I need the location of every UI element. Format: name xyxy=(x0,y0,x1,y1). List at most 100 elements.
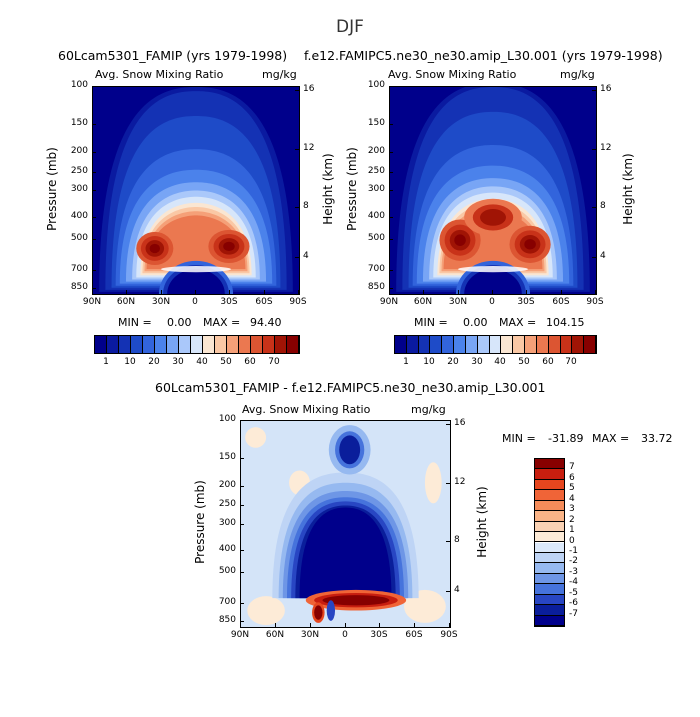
panel1-max-value: 94.40 xyxy=(250,316,282,329)
panel2-xtick-label: 30S xyxy=(517,297,535,307)
cbar-p2-swatch xyxy=(548,336,561,353)
cbar-p2-swatch xyxy=(536,336,549,353)
cbar-p2-label: 70 xyxy=(565,357,577,367)
cbar-p2-swatch xyxy=(395,336,407,353)
panel2-xtick-mark xyxy=(389,290,390,294)
cbar-p3-label: 0 xyxy=(569,536,575,546)
cbar-p2-label: 60 xyxy=(542,357,554,367)
panel1-ytick-mark xyxy=(92,190,96,191)
surface-dome-level-3 xyxy=(464,269,522,294)
panel1-ytick-mark xyxy=(92,172,96,173)
panel1-units: mg/kg xyxy=(262,68,297,81)
panel1-ytick-label: 100 xyxy=(70,80,88,90)
cbar-p3-swatch xyxy=(535,459,564,470)
panel3-y2tick-mark xyxy=(446,424,450,425)
cbar-p2-label: 30 xyxy=(471,357,483,367)
panel2-xtick-label: 0 xyxy=(489,297,495,307)
panel2-xtick-mark xyxy=(561,290,562,294)
panel1-field-label: Avg. Snow Mixing Ratio xyxy=(95,68,224,81)
panel2-ylabel: Pressure (mb) xyxy=(345,146,359,231)
cbar-p2-swatch xyxy=(560,336,573,353)
panel2-xtick-label: 90N xyxy=(379,297,399,307)
cbar-p3-label: -5 xyxy=(569,588,578,598)
panel3-xtick-mark xyxy=(275,623,276,627)
panel2-y2tick-mark xyxy=(592,207,596,208)
panel1-y2tick-mark xyxy=(295,207,299,208)
panel2-ytick-mark xyxy=(389,152,393,153)
panel3-xtick-mark xyxy=(414,623,415,627)
panel2-ytick-label: 850 xyxy=(367,282,385,292)
panel3-xtick-mark xyxy=(240,623,241,627)
panel3-xtick-label: 90N xyxy=(230,630,250,640)
panel3-y2tick-mark xyxy=(446,541,450,542)
lobe-2-level-4 xyxy=(524,239,536,250)
dome-edge xyxy=(457,266,529,273)
cbar-p3-swatch xyxy=(535,552,564,564)
panel2-title: f.e12.FAMIPC5.ne30_ne30.amip_L30.001 (yr… xyxy=(304,48,663,63)
cbar-p2-swatch xyxy=(525,336,537,353)
panel3-xtick-mark xyxy=(449,623,450,627)
panel1-xtick-label: 30N xyxy=(151,297,171,307)
panel3-field-label: Avg. Snow Mixing Ratio xyxy=(242,403,371,416)
panel2-ytick-label: 300 xyxy=(367,184,385,194)
panel1-y2tick-mark xyxy=(295,149,299,150)
panel1-ytick-label: 250 xyxy=(70,166,88,176)
panel3-y2tick-label: 12 xyxy=(454,477,466,487)
cbar-p3-swatch xyxy=(535,500,564,512)
panel3-ytick-mark xyxy=(240,458,244,459)
panel3-min-value: -31.89 xyxy=(548,432,584,445)
cbar-p3-label: 2 xyxy=(569,515,575,525)
panel1-xtick-label: 30S xyxy=(220,297,238,307)
panel1-heatmap xyxy=(93,87,299,294)
panel1-ytick-label: 500 xyxy=(70,233,88,243)
cbar-p2-swatch xyxy=(489,336,502,353)
panel3-ytick-label: 700 xyxy=(218,597,236,607)
panel2-ytick-mark xyxy=(389,86,393,87)
panel2-ytick-label: 200 xyxy=(367,146,385,156)
panel1-y2tick-label: 16 xyxy=(303,84,315,94)
cbar-p2-swatch xyxy=(442,336,455,353)
cbar-p1-label: 10 xyxy=(124,357,136,367)
panel2-ytick-mark xyxy=(389,270,393,271)
panel1-y2tick-mark xyxy=(295,90,299,91)
panel1-y2tick-mark xyxy=(295,257,299,258)
panel1-ytick-mark xyxy=(92,270,96,271)
panel3-ytick-mark xyxy=(240,505,244,506)
cbar-p3-label: 6 xyxy=(569,473,575,483)
upper-negative-level-3 xyxy=(339,435,361,465)
cbar-p3-label: 1 xyxy=(569,525,575,535)
cbar-p3-swatch xyxy=(535,584,564,595)
cbar-p2-label: 20 xyxy=(447,357,459,367)
positive-band-level-3 xyxy=(322,595,390,606)
panel1-ytick-mark xyxy=(92,217,96,218)
surface-positive-level-2 xyxy=(314,605,323,620)
panel1-title: 60Lcam5301_FAMIP (yrs 1979-1998) xyxy=(58,48,288,63)
panel3-xtick-mark xyxy=(310,623,311,627)
panel3-y2label: Height (km) xyxy=(475,486,489,558)
panel3-max-value: 33.72 xyxy=(641,432,673,445)
panel2-field-label: Avg. Snow Mixing Ratio xyxy=(388,68,517,81)
negative-level-7 xyxy=(299,507,392,599)
panel3-xtick-label: 30S xyxy=(370,630,388,640)
cbar-p3-swatch xyxy=(535,490,564,501)
cbar-p1-swatch xyxy=(167,336,179,353)
panel2-y2tick-mark xyxy=(592,90,596,91)
panel3-ytick-label: 250 xyxy=(218,499,236,509)
panel2-min-value: 0.00 xyxy=(463,316,488,329)
panel1-ytick-mark xyxy=(92,288,96,289)
panel3-min-label: MIN = xyxy=(502,432,536,445)
cbar-p1-swatch xyxy=(107,336,119,353)
panel2-y2tick-label: 4 xyxy=(600,251,606,261)
cbar-p3-swatch xyxy=(535,563,564,574)
positive-patch-4 xyxy=(247,596,285,625)
panel1-ytick-mark xyxy=(92,152,96,153)
panel2-max-value: 104.15 xyxy=(546,316,585,329)
cbar-p1-swatch xyxy=(143,336,155,353)
cbar-p1-label: 20 xyxy=(148,357,160,367)
panel1-min-label: MIN = xyxy=(118,316,152,329)
cbar-p1-swatch xyxy=(239,336,251,353)
cbar-p1-label: 60 xyxy=(244,357,256,367)
panel1-y2label: Height (km) xyxy=(321,152,335,225)
panel2-y2tick-label: 8 xyxy=(600,201,606,211)
panel3-y2tick-label: 16 xyxy=(454,418,466,428)
